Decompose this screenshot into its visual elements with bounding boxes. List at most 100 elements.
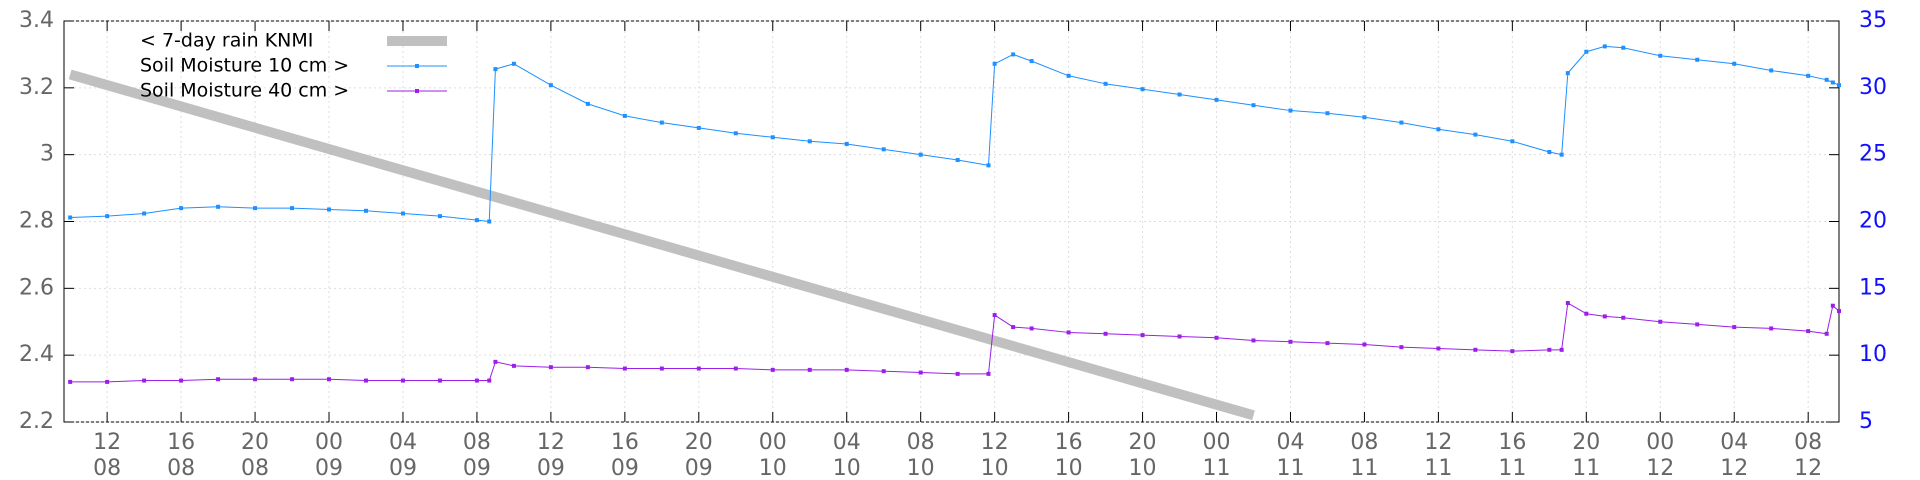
data-point [1602, 44, 1607, 49]
data-point [1251, 338, 1256, 343]
data-point [1559, 347, 1564, 352]
x-tick-label: 12 [537, 430, 565, 455]
data-point [548, 83, 553, 88]
data-point [844, 367, 849, 372]
data-point [400, 378, 405, 383]
x-tick-label: 10 [833, 456, 861, 480]
data-point [511, 61, 516, 66]
x-tick-label: 12 [981, 430, 1009, 455]
data-point [1066, 73, 1071, 78]
x-tick-label: 04 [389, 430, 417, 455]
data-point [844, 141, 849, 146]
data-point [1695, 322, 1700, 327]
y-tick-label: 2.8 [19, 209, 54, 234]
data-point [585, 101, 590, 106]
data-point [1251, 103, 1256, 108]
x-tick-label: 09 [315, 456, 343, 480]
data-point [1214, 335, 1219, 340]
x-tick-label: 08 [907, 430, 935, 455]
x-tick-label: 10 [981, 456, 1009, 480]
legend-marker [415, 64, 419, 68]
data-point [511, 363, 516, 368]
data-point [881, 369, 886, 374]
x-tick-label: 09 [463, 456, 491, 480]
series-line [68, 69, 1255, 421]
data-point [1584, 49, 1589, 54]
data-point [1824, 331, 1829, 336]
data-point [1029, 59, 1034, 64]
x-tick-label: 11 [1350, 456, 1378, 480]
x-tick-label: 00 [1203, 430, 1231, 455]
data-point [986, 371, 991, 376]
x-tick-label: 00 [315, 430, 343, 455]
data-point [1830, 303, 1835, 308]
data-point [290, 377, 295, 382]
x-tick-label: 11 [1572, 456, 1600, 480]
y2-tick-label: 20 [1859, 209, 1887, 234]
y-tick-label: 2.6 [19, 275, 54, 300]
data-point [216, 377, 221, 382]
data-point [1473, 132, 1478, 137]
data-point [807, 139, 812, 144]
data-point [253, 377, 258, 382]
data-point [1837, 83, 1841, 88]
data-point [1837, 309, 1841, 314]
data-point [1602, 314, 1607, 319]
x-tick-label: 04 [1276, 430, 1304, 455]
data-point [142, 211, 147, 216]
data-point [955, 158, 960, 163]
x-tick-label: 10 [907, 456, 935, 480]
x-tick-label: 09 [611, 456, 639, 480]
x-tick-label: 12 [1720, 456, 1748, 480]
data-point [955, 371, 960, 376]
data-point [290, 206, 295, 211]
data-point [1140, 87, 1145, 92]
y-tick-label: 2.2 [19, 409, 54, 434]
data-point [493, 359, 498, 364]
x-tick-label: 16 [1498, 430, 1526, 455]
data-point [1325, 111, 1330, 116]
x-tick-label: 08 [1794, 430, 1822, 455]
data-point [1011, 325, 1016, 330]
x-tick-label: 16 [1055, 430, 1083, 455]
data-point [1436, 127, 1441, 132]
data-point [1288, 108, 1293, 113]
data-point [918, 152, 923, 157]
y-tick-label: 2.4 [19, 342, 54, 367]
data-point [1325, 341, 1330, 346]
y2-tick-label: 5 [1859, 409, 1873, 434]
data-point [1547, 149, 1552, 154]
x-tick-label: 08 [93, 456, 121, 480]
data-point [992, 313, 997, 318]
data-point [105, 379, 110, 384]
data-point [493, 67, 498, 72]
x-tick-label: 20 [685, 430, 713, 455]
data-point [1288, 339, 1293, 344]
data-point [881, 147, 886, 152]
data-point [1436, 346, 1441, 351]
legend-label: Soil Moisture 10 cm > [140, 55, 349, 77]
data-point [1103, 331, 1108, 336]
data-point [1066, 330, 1071, 335]
data-point [986, 163, 991, 168]
x-tick-label: 08 [167, 456, 195, 480]
data-point [363, 378, 368, 383]
data-point [179, 378, 184, 383]
data-point [474, 218, 479, 223]
data-point [1584, 311, 1589, 316]
data-point [179, 206, 184, 211]
y2-tick-label: 10 [1859, 342, 1887, 367]
legend-label: < 7-day rain KNMI [140, 30, 313, 52]
data-point [1658, 319, 1663, 324]
x-tick-label: 20 [1572, 430, 1600, 455]
data-point [733, 131, 738, 136]
data-point [68, 379, 73, 384]
data-point [1769, 326, 1774, 331]
data-point [1510, 349, 1515, 354]
data-point [659, 366, 664, 371]
data-point [1658, 53, 1663, 58]
data-point [327, 207, 332, 212]
x-tick-label: 12 [1424, 430, 1452, 455]
data-point [807, 367, 812, 372]
